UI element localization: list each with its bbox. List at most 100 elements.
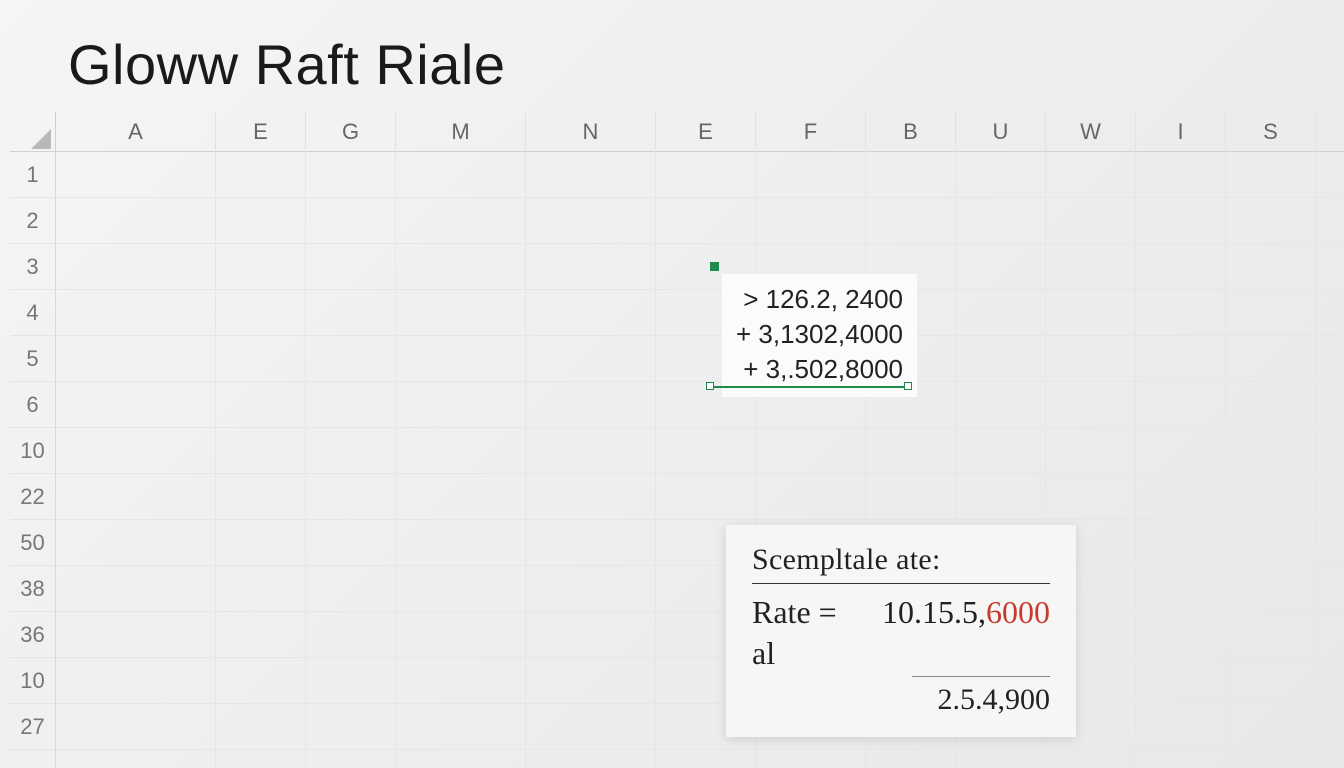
grid-body[interactable] [56,152,1344,768]
cell[interactable] [56,198,216,244]
row-header[interactable]: 2 [10,198,56,244]
cell[interactable] [1316,750,1344,768]
cell[interactable] [866,750,956,768]
row-header[interactable]: 36 [10,612,56,658]
cell[interactable] [526,198,656,244]
row-header[interactable]: 38 [10,566,56,612]
cell[interactable] [866,198,956,244]
cell[interactable] [56,428,216,474]
cell[interactable] [1316,428,1344,474]
cell[interactable] [1316,198,1344,244]
cell[interactable] [526,566,656,612]
cell[interactable] [216,336,306,382]
cell[interactable] [1136,382,1226,428]
cell[interactable] [56,612,216,658]
cell[interactable] [1136,750,1226,768]
cell[interactable] [306,658,396,704]
cell[interactable] [306,474,396,520]
column-header[interactable]: B [866,112,956,152]
cell[interactable] [526,658,656,704]
row-header[interactable]: 5 [10,336,56,382]
cell[interactable] [396,474,526,520]
cell[interactable] [866,428,956,474]
cell[interactable] [956,382,1046,428]
cell[interactable] [1316,658,1344,704]
cell[interactable] [216,244,306,290]
cell[interactable] [1136,658,1226,704]
column-header[interactable]: E [656,112,756,152]
cell[interactable] [396,336,526,382]
cell[interactable] [56,566,216,612]
cell[interactable] [956,290,1046,336]
cell[interactable] [956,474,1046,520]
cell[interactable] [306,520,396,566]
cell[interactable] [56,658,216,704]
cell[interactable] [656,474,756,520]
cell[interactable] [956,750,1046,768]
row-header[interactable]: 4 [10,290,56,336]
cell[interactable] [1226,750,1316,768]
cell[interactable] [306,566,396,612]
column-header[interactable]: S [1226,112,1316,152]
cell[interactable] [1316,612,1344,658]
cell[interactable] [1226,704,1316,750]
cell[interactable] [866,152,956,198]
column-header[interactable]: F [756,112,866,152]
cell[interactable] [1046,336,1136,382]
cell[interactable] [526,336,656,382]
cell[interactable] [1226,612,1316,658]
cell[interactable] [216,290,306,336]
cell[interactable] [306,198,396,244]
cell[interactable] [1136,244,1226,290]
cell[interactable] [956,336,1046,382]
cell[interactable] [1136,428,1226,474]
row-header[interactable]: 27 [10,704,56,750]
cell[interactable] [656,750,756,768]
cell[interactable] [1316,336,1344,382]
row-header[interactable]: 10 [10,658,56,704]
cell[interactable] [56,382,216,428]
row-header[interactable]: 6 [10,382,56,428]
selection-handle-right[interactable] [904,382,912,390]
cell[interactable] [866,474,956,520]
cell[interactable] [396,244,526,290]
cell[interactable] [1226,152,1316,198]
cell[interactable] [526,428,656,474]
cell[interactable] [1316,244,1344,290]
cell[interactable] [1136,566,1226,612]
cell[interactable] [956,152,1046,198]
cell[interactable] [526,152,656,198]
cell[interactable] [1136,704,1226,750]
cell[interactable] [1136,520,1226,566]
cell[interactable] [396,658,526,704]
cell[interactable] [1226,244,1316,290]
column-header[interactable]: N [526,112,656,152]
cell[interactable] [1136,290,1226,336]
cell[interactable] [1136,336,1226,382]
cell[interactable] [1046,152,1136,198]
cell[interactable] [1136,152,1226,198]
cell[interactable] [216,382,306,428]
cell[interactable] [1046,750,1136,768]
cell[interactable] [396,704,526,750]
cell[interactable] [1136,198,1226,244]
cell[interactable] [1226,474,1316,520]
cell[interactable] [306,382,396,428]
cell[interactable] [656,152,756,198]
cell[interactable] [1316,382,1344,428]
cell[interactable] [756,474,866,520]
cell[interactable] [306,704,396,750]
cell[interactable] [396,198,526,244]
cell[interactable] [1226,566,1316,612]
cell[interactable] [56,152,216,198]
column-header[interactable]: A [56,112,216,152]
row-header[interactable]: 50 [10,520,56,566]
cell[interactable] [396,152,526,198]
cell[interactable] [1226,520,1316,566]
cell[interactable] [1046,428,1136,474]
cell[interactable] [1136,612,1226,658]
cell[interactable] [656,198,756,244]
column-header[interactable]: H [1316,112,1344,152]
cell[interactable] [56,520,216,566]
cell[interactable] [56,290,216,336]
